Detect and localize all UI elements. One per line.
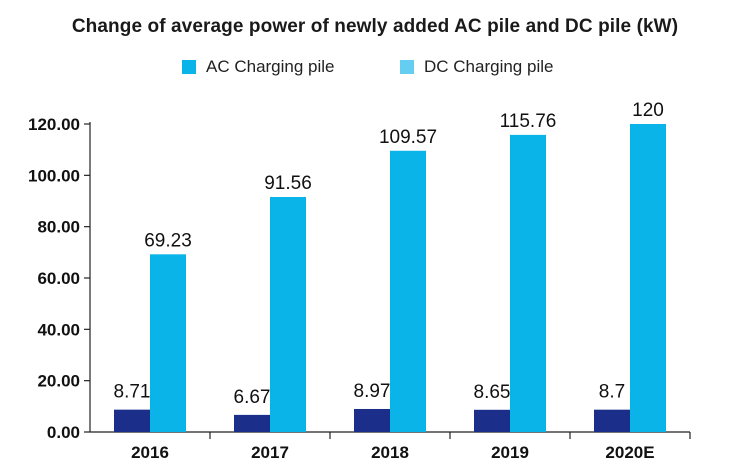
x-tick-label: 2020E — [605, 443, 654, 462]
legend-swatch-ac — [182, 60, 196, 74]
y-tick-label: 60.00 — [37, 269, 80, 288]
bar-ac-2018 — [354, 408, 390, 432]
bar-ac-2020E — [594, 409, 630, 432]
bar-dc-2019 — [510, 134, 546, 432]
data-label-ac-2018: 8.97 — [354, 381, 391, 402]
legend-label-ac: AC Charging pile — [206, 57, 335, 76]
bar-ac-2019 — [474, 409, 510, 432]
bar-ac-2017 — [234, 414, 270, 432]
x-tick-label: 2016 — [131, 443, 169, 462]
data-label-dc-2018: 109.57 — [379, 127, 437, 148]
data-label-dc-2016: 69.23 — [144, 230, 192, 251]
data-label-ac-2020E: 8.7 — [599, 382, 625, 403]
legend: AC Charging pile DC Charging pile — [0, 57, 750, 77]
data-label-ac-2017: 6.67 — [234, 387, 271, 408]
y-tick-label: 120.00 — [28, 115, 80, 134]
bar-dc-2018 — [390, 150, 426, 433]
x-tick-label: 2018 — [371, 443, 409, 462]
data-label-dc-2019: 115.76 — [500, 111, 557, 132]
legend-item-ac: AC Charging pile — [182, 57, 335, 77]
y-tick-label: 0.00 — [47, 423, 80, 442]
data-label-dc-2020E: 120 — [632, 100, 664, 121]
x-tick-label: 2017 — [251, 443, 289, 462]
data-label-ac-2016: 8.71 — [114, 382, 151, 403]
bar-dc-2017 — [270, 196, 306, 432]
data-label-ac-2019: 8.65 — [474, 382, 511, 403]
chart-title: Change of average power of newly added A… — [71, 16, 679, 37]
legend-swatch-dc — [400, 60, 414, 74]
data-label-dc-2017: 91.56 — [264, 173, 312, 194]
bar-dc-2020E — [630, 124, 666, 432]
legend-item-dc: DC Charging pile — [400, 57, 553, 77]
y-tick-label: 20.00 — [37, 372, 80, 391]
x-tick-label: 2019 — [491, 443, 529, 462]
y-tick-label: 80.00 — [37, 218, 80, 237]
y-tick-label: 40.00 — [37, 320, 80, 339]
y-tick-label: 100.00 — [28, 166, 80, 185]
bar-dc-2016 — [150, 254, 186, 432]
legend-label-dc: DC Charging pile — [424, 57, 554, 76]
bar-ac-2016 — [114, 409, 150, 432]
